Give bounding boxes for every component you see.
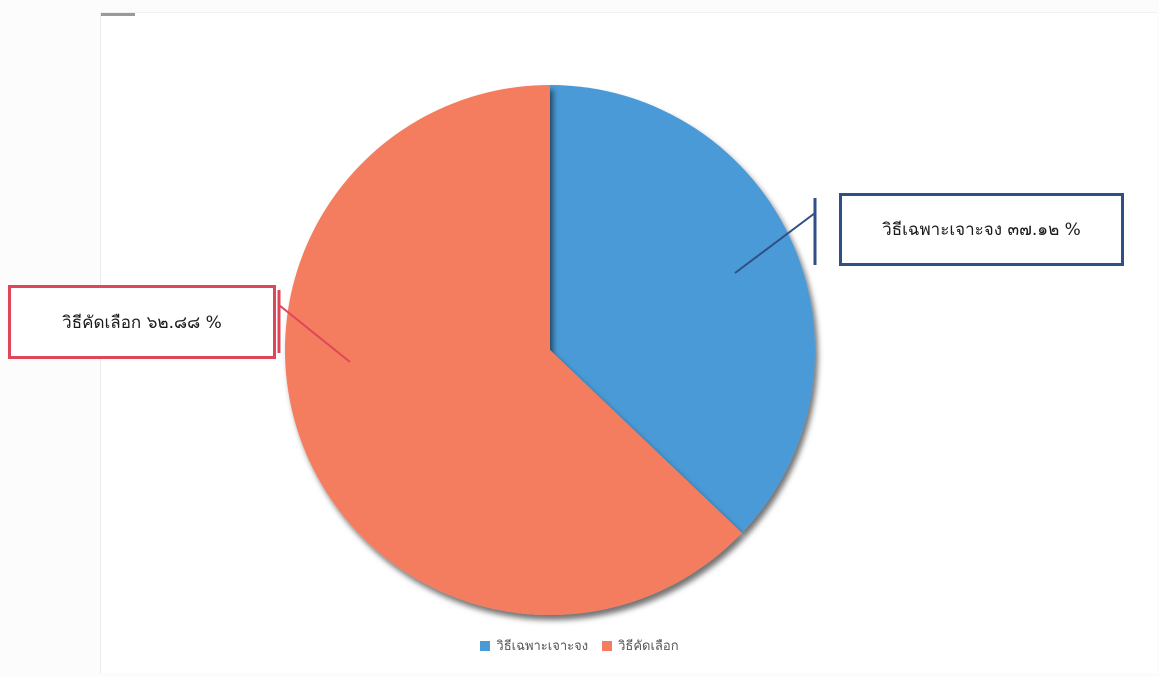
data-label-specific-method: วิธีเฉพาะเจาะจง ๓๗.๑๒ % bbox=[839, 193, 1124, 266]
legend-swatch bbox=[602, 640, 613, 651]
legend-label: วิธีเฉพาะเจาะจง bbox=[496, 639, 589, 654]
legend-swatch bbox=[480, 640, 491, 651]
leader-line-0 bbox=[734, 212, 816, 274]
legend: วิธีเฉพาะเจาะจง วิธีคัดเลือก bbox=[0, 635, 1159, 656]
corner-mark bbox=[101, 13, 135, 16]
legend-item-specific-method: วิธีเฉพาะเจาะจง bbox=[480, 635, 588, 656]
leader-line-1 bbox=[278, 304, 351, 363]
data-label-selection-method: วิธีคัดเลือก ๖๒.๘๘ % bbox=[8, 285, 276, 359]
legend-label: วิธีคัดเลือก bbox=[618, 639, 679, 654]
leader-lines bbox=[277, 198, 817, 363]
pie-slices bbox=[285, 85, 816, 615]
pie-slice-1 bbox=[285, 85, 742, 615]
legend-item-selection-method: วิธีคัดเลือก bbox=[602, 635, 679, 656]
pie-slice-0 bbox=[550, 85, 816, 533]
